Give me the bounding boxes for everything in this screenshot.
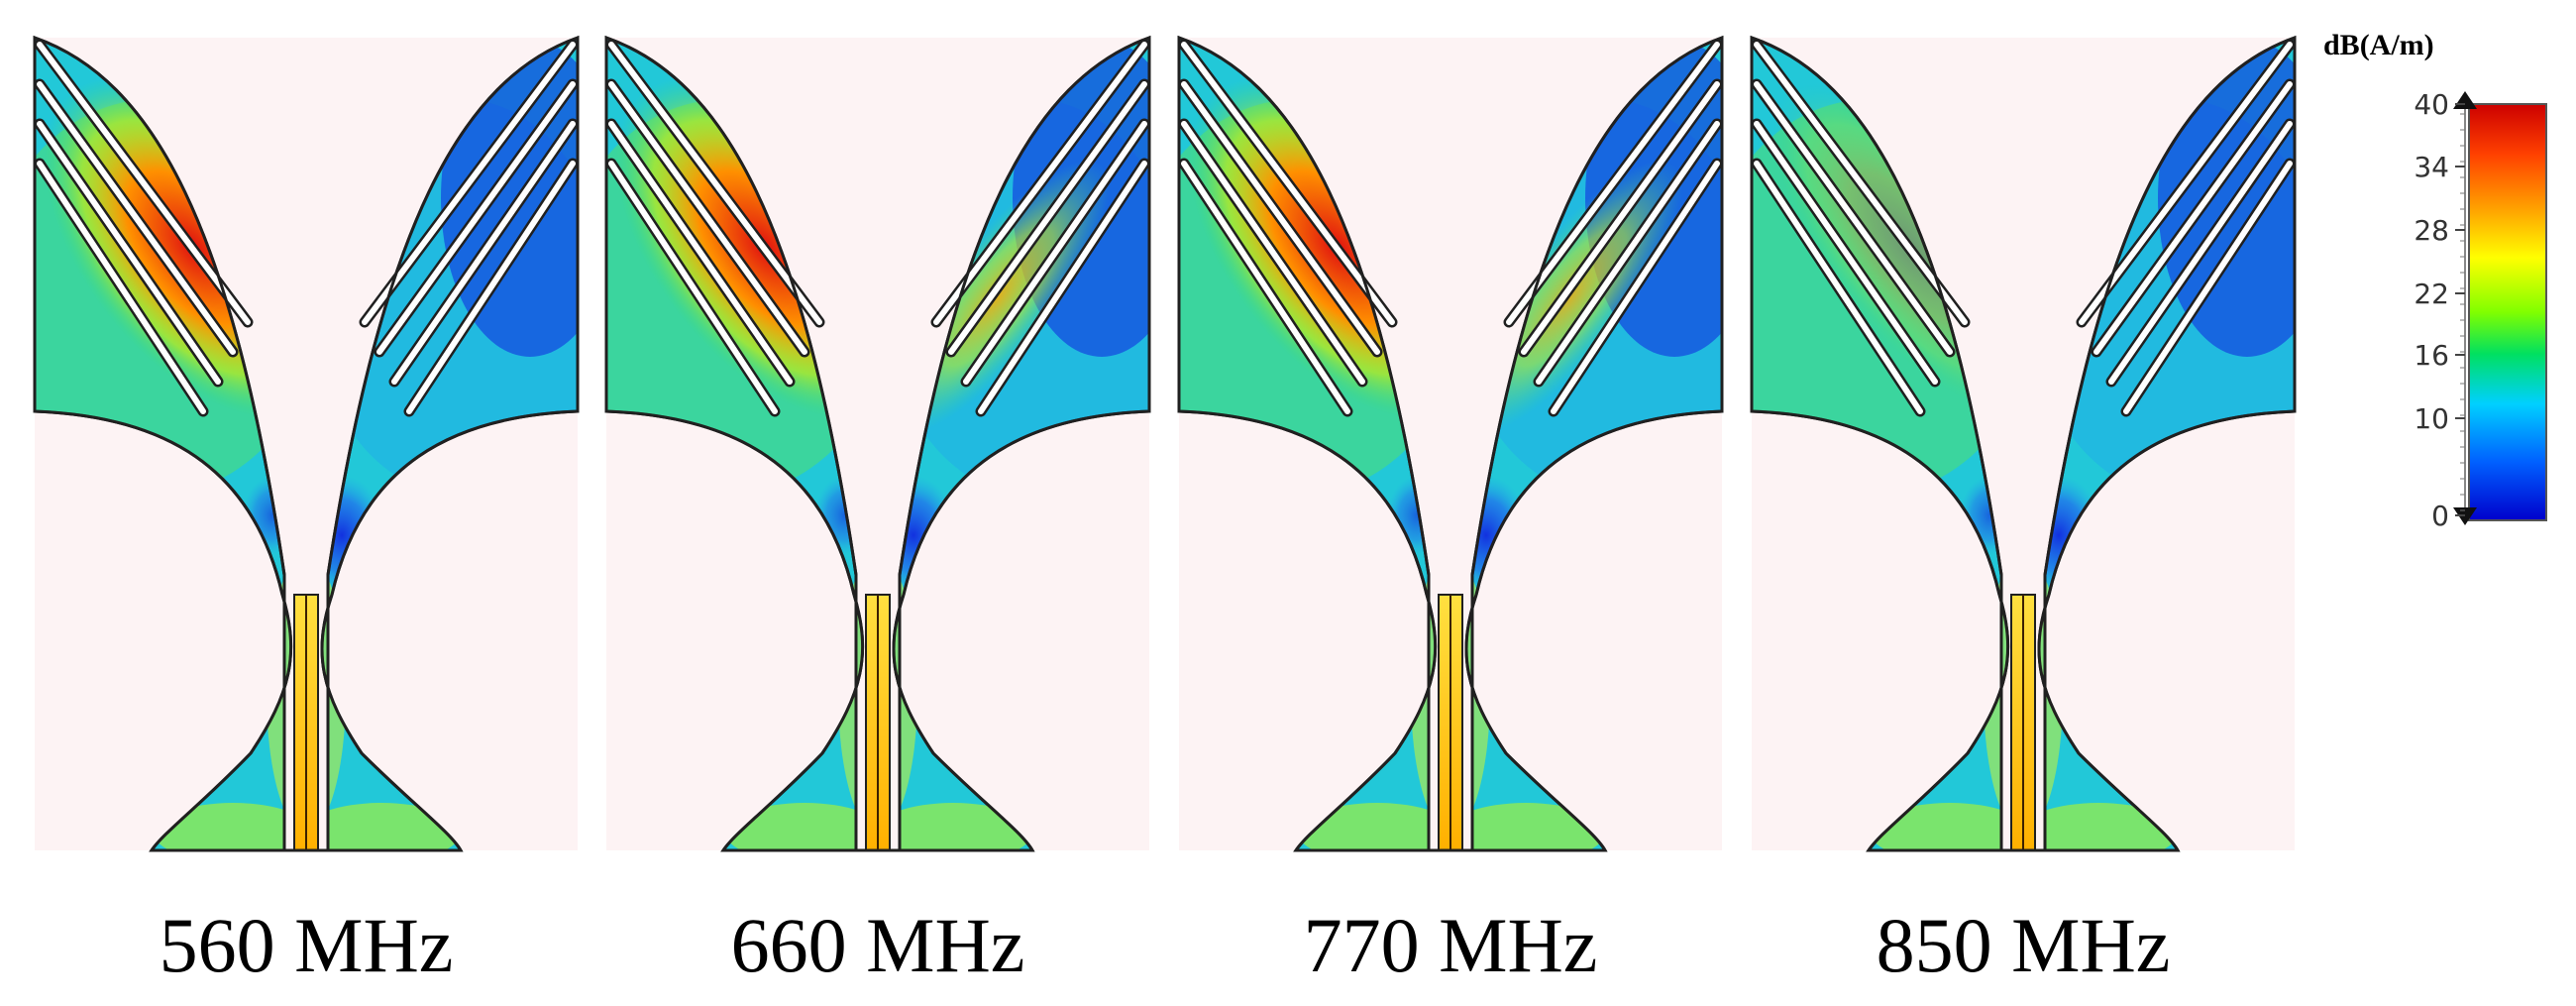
antenna-slot: [2093, 81, 2293, 355]
colorbar-gradient: [2468, 103, 2547, 521]
colorbar-title: dB(A/m): [2323, 29, 2434, 61]
frequency-label-850: 850 MHz: [1877, 902, 2171, 988]
antenna-slot: [1181, 81, 1380, 355]
field-panel-660: 660 MHz: [604, 35, 1151, 988]
antenna-slot: [2123, 161, 2293, 414]
antenna-slot: [37, 42, 251, 325]
field-panel-770: 770 MHz: [1177, 35, 1724, 988]
colorbar-tick-label: 40: [2414, 88, 2449, 121]
antenna-slot: [608, 81, 807, 355]
colorbar-tick-label: 10: [2414, 402, 2449, 435]
colorbar-tick-label: 34: [2414, 151, 2449, 183]
antenna-slot: [608, 121, 793, 385]
antenna-slot: [1754, 81, 1953, 355]
colorbar-tick-label: 28: [2414, 214, 2449, 247]
frequency-label-560: 560 MHz: [160, 902, 454, 988]
antenna-slot: [963, 121, 1147, 385]
antenna-slot: [978, 161, 1147, 414]
antenna-slot: [948, 81, 1147, 355]
antenna-slot: [1536, 121, 1720, 385]
antenna-slot: [933, 42, 1147, 325]
antenna-slot: [37, 121, 221, 385]
antenna-slot: [1551, 161, 1720, 414]
antenna-slot: [376, 81, 576, 355]
colorbar-tick-label: 22: [2414, 278, 2449, 310]
frequency-label-660: 660 MHz: [731, 902, 1025, 988]
colorbar-max-arrow-icon: [2453, 91, 2477, 109]
field-panel-850: 850 MHz: [1750, 35, 2297, 988]
antenna-slot: [1754, 161, 1923, 414]
antenna-slot: [362, 42, 576, 325]
antenna-slot: [37, 161, 206, 414]
antenna-slot: [608, 161, 778, 414]
antenna-slot: [1754, 121, 1938, 385]
frequency-label-770: 770 MHz: [1304, 902, 1598, 988]
panels-layer: 560 MHz 660 MHz 770 MHz 850 MHz: [33, 35, 2297, 988]
colorbar-ticks: 40 34 28 22 16 10 0: [2414, 88, 2465, 532]
antenna-slot: [1181, 161, 1350, 414]
antenna-slot: [1181, 42, 1395, 325]
antenna-slot: [1521, 81, 1720, 355]
antenna-slot: [1754, 42, 1968, 325]
antenna-slot: [1506, 42, 1720, 325]
antenna-slot: [1181, 121, 1365, 385]
field-panel-560: 560 MHz: [33, 35, 580, 988]
antenna-slot: [2108, 121, 2293, 385]
antenna-slot: [2079, 42, 2293, 325]
antenna-slot: [608, 42, 822, 325]
colorbar-tick-label: 16: [2414, 339, 2449, 372]
antenna-slot: [406, 161, 576, 414]
colorbar: dB(A/m) 40 34 28 22 16 10 0: [2323, 29, 2547, 532]
antenna-slot: [37, 81, 236, 355]
antenna-slot: [391, 121, 576, 385]
colorbar-tick-label: 0: [2431, 500, 2449, 532]
